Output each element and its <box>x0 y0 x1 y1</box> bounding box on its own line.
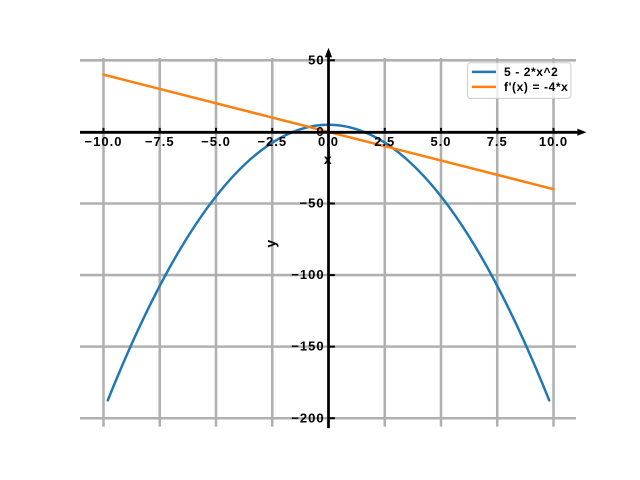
svg-text:y: y <box>263 240 279 248</box>
svg-text:7.5: 7.5 <box>487 134 508 149</box>
svg-text:−2.5: −2.5 <box>257 134 287 149</box>
svg-text:x: x <box>324 151 332 167</box>
svg-text:5 - 2*x^2: 5 - 2*x^2 <box>504 65 558 79</box>
svg-text:−50: −50 <box>300 196 325 211</box>
svg-text:−200: −200 <box>291 410 324 425</box>
svg-text:−5.0: −5.0 <box>201 134 231 149</box>
svg-text:5.0: 5.0 <box>430 134 451 149</box>
svg-text:0: 0 <box>316 124 324 139</box>
svg-text:−10.0: −10.0 <box>85 134 123 149</box>
svg-text:−7.5: −7.5 <box>145 134 175 149</box>
svg-text:10.0: 10.0 <box>539 134 568 149</box>
svg-text:2.5: 2.5 <box>374 134 395 149</box>
svg-text:0.0: 0.0 <box>318 134 339 149</box>
svg-text:−100: −100 <box>291 267 324 282</box>
svg-text:−150: −150 <box>291 339 324 354</box>
svg-text:50: 50 <box>308 52 324 67</box>
svg-text:f'(x) = -4*x: f'(x) = -4*x <box>504 80 568 94</box>
